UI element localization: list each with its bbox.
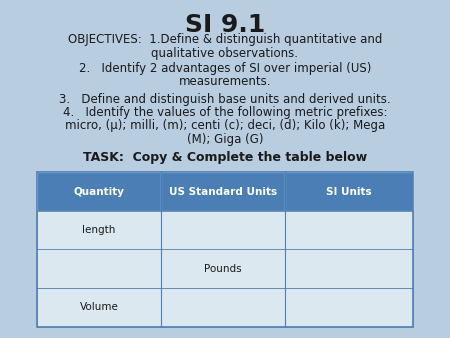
Text: measurements.: measurements. bbox=[179, 75, 271, 88]
Text: SI 9.1: SI 9.1 bbox=[185, 13, 265, 37]
FancyBboxPatch shape bbox=[37, 172, 161, 211]
Text: qualitative observations.: qualitative observations. bbox=[152, 47, 298, 59]
FancyBboxPatch shape bbox=[161, 211, 285, 249]
Text: SI Units: SI Units bbox=[326, 187, 372, 197]
FancyBboxPatch shape bbox=[37, 288, 161, 327]
Text: US Standard Units: US Standard Units bbox=[169, 187, 277, 197]
FancyBboxPatch shape bbox=[37, 211, 161, 249]
FancyBboxPatch shape bbox=[161, 172, 285, 211]
FancyBboxPatch shape bbox=[285, 249, 413, 288]
Text: (M); Giga (G): (M); Giga (G) bbox=[187, 133, 263, 146]
Text: OBJECTIVES:  1.Define & distinguish quantitative and: OBJECTIVES: 1.Define & distinguish quant… bbox=[68, 33, 382, 46]
Text: 3.   Define and distinguish base units and derived units.: 3. Define and distinguish base units and… bbox=[59, 93, 391, 105]
FancyBboxPatch shape bbox=[161, 288, 285, 327]
FancyBboxPatch shape bbox=[285, 172, 413, 211]
FancyBboxPatch shape bbox=[161, 249, 285, 288]
Text: micro, (μ); milli, (m); centi (c); deci, (d); Kilo (k); Mega: micro, (μ); milli, (m); centi (c); deci,… bbox=[65, 119, 385, 132]
Text: Pounds: Pounds bbox=[204, 264, 242, 274]
FancyBboxPatch shape bbox=[285, 211, 413, 249]
FancyBboxPatch shape bbox=[37, 249, 161, 288]
Text: 2.   Identify 2 advantages of SI over imperial (US): 2. Identify 2 advantages of SI over impe… bbox=[79, 62, 371, 75]
Text: Volume: Volume bbox=[80, 302, 119, 312]
FancyBboxPatch shape bbox=[285, 288, 413, 327]
Text: TASK:  Copy & Complete the table below: TASK: Copy & Complete the table below bbox=[83, 150, 367, 164]
Text: 4.   Identify the values of the following metric prefixes:: 4. Identify the values of the following … bbox=[63, 106, 387, 119]
Text: length: length bbox=[82, 225, 116, 235]
Text: Quantity: Quantity bbox=[74, 187, 125, 197]
